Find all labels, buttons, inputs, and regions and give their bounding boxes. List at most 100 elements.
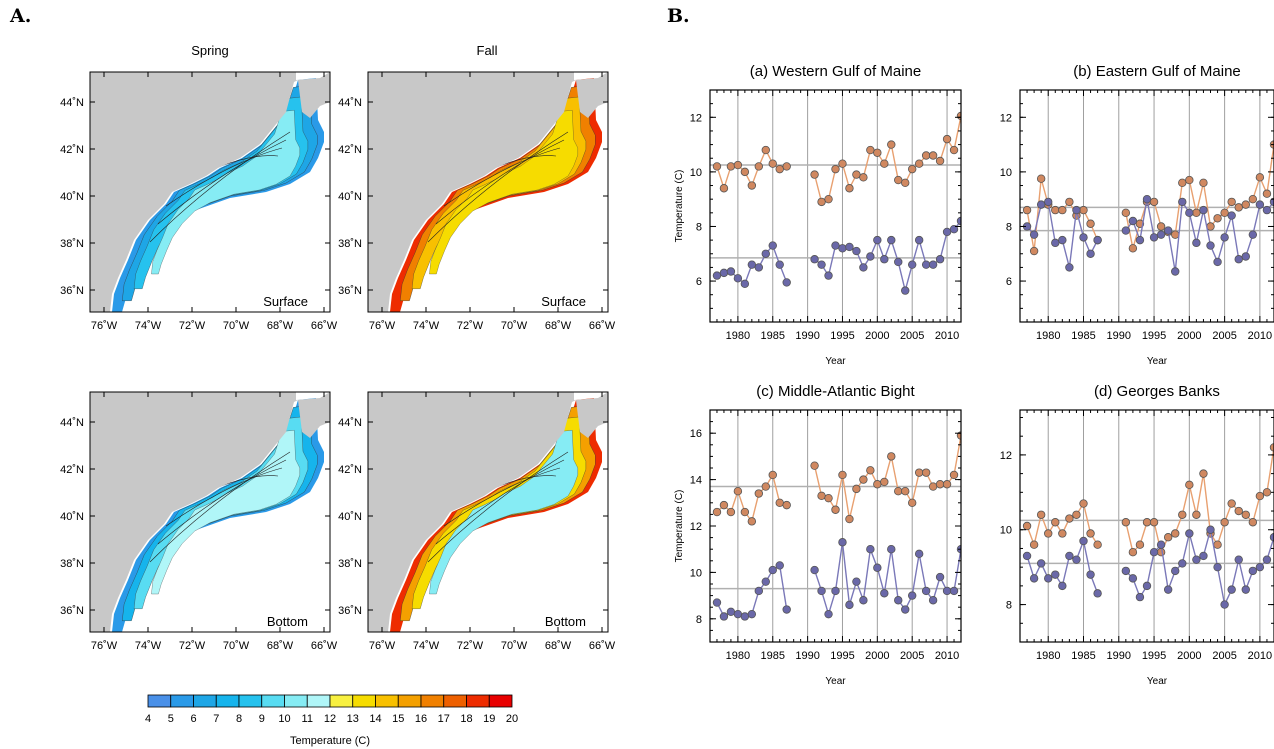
data-point [1206, 241, 1215, 250]
data-point [1262, 488, 1272, 497]
x-tick-label: 2000 [865, 330, 889, 342]
colorbar-segment [147, 694, 172, 708]
lat-tick-label: 38˚N [338, 558, 362, 570]
lon-tick-label: 68˚W [267, 640, 294, 652]
data-point [1051, 238, 1060, 248]
x-tick-label: 2000 [1177, 650, 1201, 662]
x-tick-label: 1990 [795, 650, 819, 662]
data-point [949, 586, 959, 596]
data-point [1248, 518, 1258, 527]
time-series-1: (b) Eastern Gulf of Maine 1980 1985 1990 199… [1000, 63, 1274, 367]
x-tick-label: 1990 [1107, 650, 1131, 662]
lon-tick-label: 74˚W [135, 640, 162, 652]
data-point [1248, 194, 1258, 204]
data-point [1079, 233, 1088, 242]
data-point [1065, 551, 1074, 561]
data-point [761, 577, 770, 586]
ts-title: (c) Middle-Atlantic Bight [756, 383, 915, 400]
series-line [716, 564, 788, 618]
data-point [1036, 510, 1046, 519]
time-series-panels: (a) Western Gulf of Maine 1980 1985 1990 199… [674, 63, 1274, 687]
data-point [1171, 230, 1180, 239]
lat-tick-label: 44˚N [60, 97, 84, 109]
data-point [964, 141, 972, 149]
colorbar-segment [443, 694, 467, 708]
data-point [873, 235, 882, 245]
series-line [813, 115, 961, 203]
data-point [1192, 510, 1201, 519]
data-point [1149, 233, 1159, 242]
data-point [817, 260, 826, 269]
time-series-0: (a) Western Gulf of Maine 1980 1985 1990 199… [674, 63, 972, 367]
data-point [775, 164, 784, 174]
data-point [1086, 570, 1095, 579]
data-point [1072, 510, 1081, 519]
colorbar-segment [238, 694, 263, 708]
x-tick-label: 1990 [1107, 330, 1131, 342]
data-point [810, 461, 819, 470]
data-point [817, 586, 826, 596]
lat-tick-label: 42˚N [60, 464, 84, 476]
lat-tick-label: 42˚N [338, 144, 362, 156]
colorbar-tick-label: 15 [392, 713, 404, 725]
colorbar-tick-label: 11 [302, 713, 313, 725]
x-tick-label: 1985 [1071, 330, 1095, 342]
x-tick-label: 1980 [1036, 330, 1060, 342]
data-point [1128, 216, 1138, 226]
data-point [740, 167, 750, 177]
y-tick-label: 6 [1006, 276, 1012, 288]
data-point [1142, 194, 1152, 204]
data-point [1171, 566, 1180, 576]
x-axis-label: Year [1147, 356, 1168, 367]
lon-tick-label: 68˚W [545, 320, 572, 332]
land-mass [368, 72, 608, 312]
data-point [775, 561, 784, 570]
colorbar-segment [488, 694, 513, 708]
data-point [1121, 518, 1131, 527]
data-point [921, 151, 931, 160]
y-axis-label: Temperature (C) [674, 170, 685, 243]
data-point [1156, 547, 1166, 557]
data-point [1178, 559, 1187, 568]
data-point [928, 596, 938, 605]
data-point [712, 162, 722, 171]
data-point [1058, 235, 1067, 245]
depth-label: Bottom [545, 614, 586, 629]
data-point [824, 609, 833, 619]
data-point [1178, 178, 1187, 187]
data-point [733, 160, 743, 170]
data-point [1192, 238, 1201, 248]
data-point [768, 159, 777, 168]
lon-tick-label: 76˚W [369, 640, 396, 652]
data-point [935, 255, 945, 264]
data-point [782, 500, 791, 510]
data-point [935, 480, 945, 489]
lat-tick-label: 40˚N [60, 191, 84, 203]
lon-tick-label: 72˚W [457, 640, 484, 652]
data-point [1192, 555, 1201, 564]
data-point [1065, 514, 1074, 523]
data-point [845, 600, 854, 610]
map-panels: 76˚W 74˚W 72˚W 70˚W 68˚W 66˚W 44˚N 42˚N 40˚N 38˚N… [60, 71, 616, 652]
data-point [1135, 592, 1145, 602]
x-tick-label: 1995 [830, 330, 854, 342]
data-point [887, 452, 896, 461]
lon-tick-label: 74˚W [413, 320, 440, 332]
lon-tick-label: 72˚W [179, 640, 206, 652]
data-point [901, 178, 910, 187]
data-point [1178, 197, 1187, 207]
data-point [726, 507, 736, 517]
data-point [1227, 499, 1236, 508]
data-point [1262, 555, 1272, 564]
colorbar-tick-label: 18 [460, 713, 472, 725]
data-point [838, 470, 847, 480]
data-point [824, 271, 833, 280]
data-point [1227, 585, 1236, 594]
y-tick-label: 10 [1000, 167, 1012, 179]
data-point [866, 545, 875, 554]
data-point [887, 235, 896, 245]
data-point [740, 612, 750, 621]
y-tick-label: 6 [696, 276, 702, 288]
data-point [1051, 570, 1060, 579]
